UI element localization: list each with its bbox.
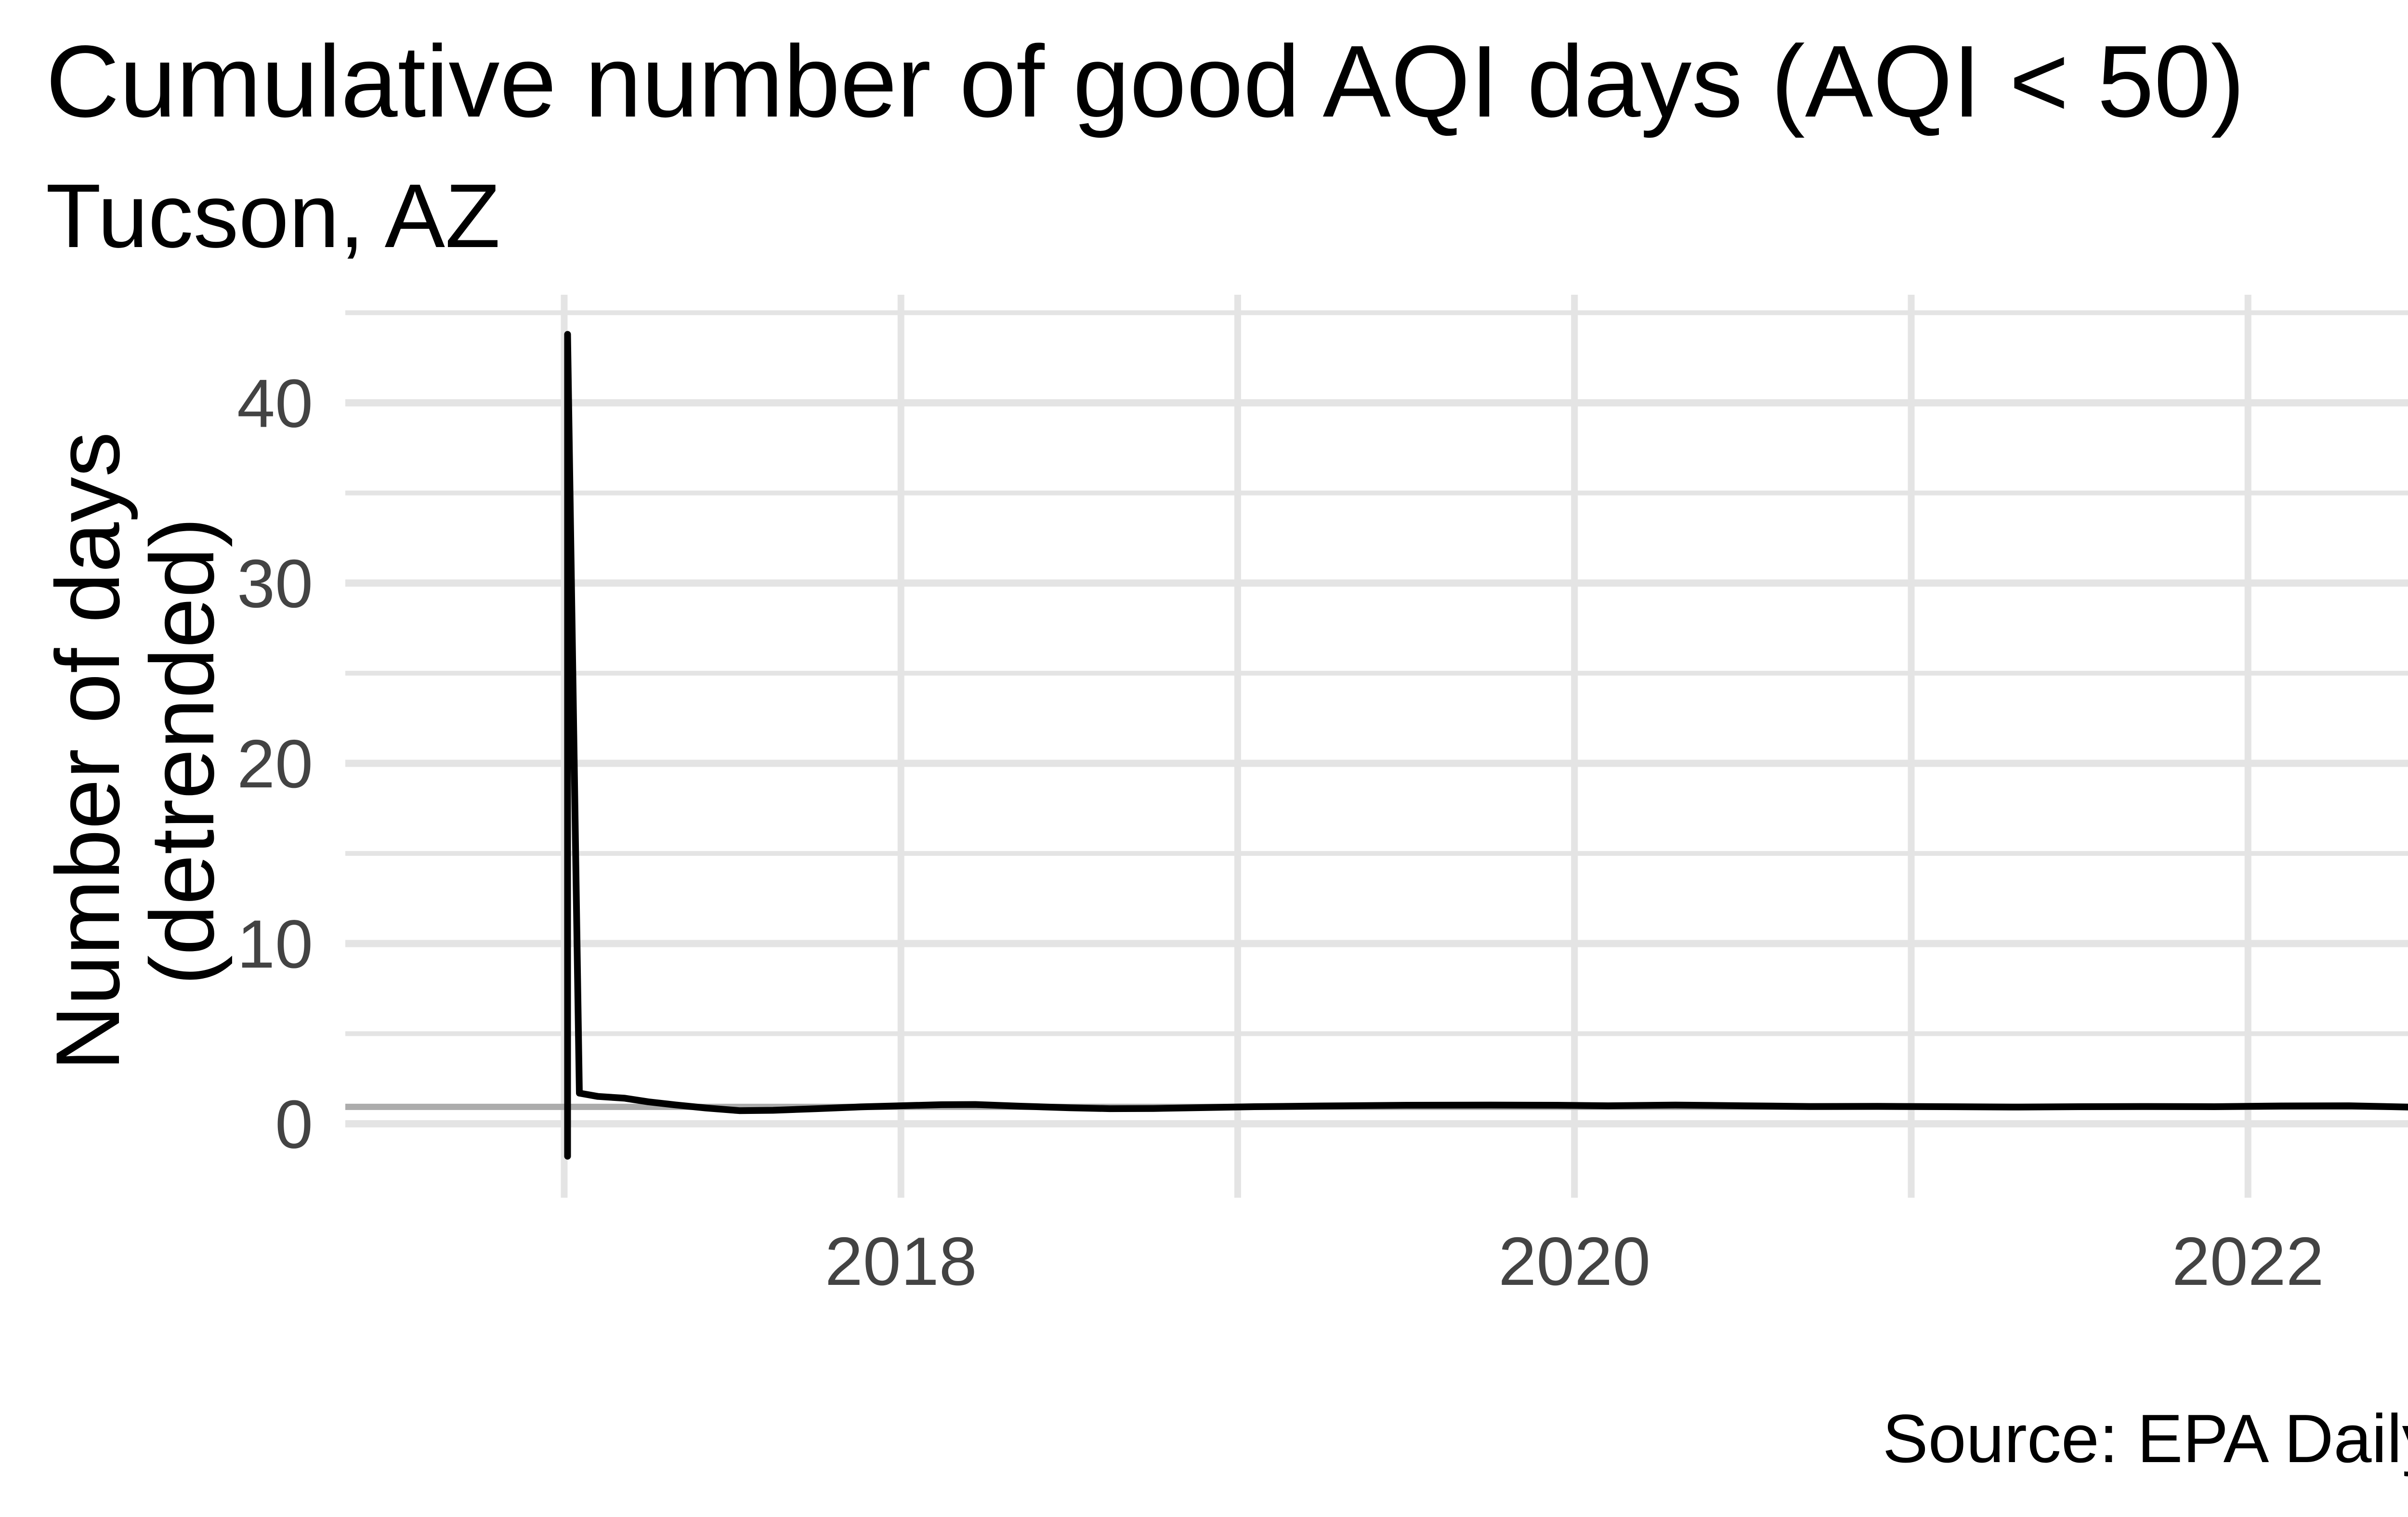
y-tick-label: 10 [237,906,313,982]
x-tick-label: 2018 [825,1223,977,1300]
source-note: Source: EPA Daily Air Quality Tracker [1882,1400,2408,1477]
y-tick-label: 40 [237,366,313,442]
chart-subtitle: Tucson, AZ [46,165,500,266]
y-tick-label: 30 [237,546,313,622]
y-tick-label: 20 [237,726,313,802]
x-tick-label: 2020 [1498,1223,1650,1300]
y-tick-label: 0 [275,1086,313,1163]
chart-title: Cumulative number of good AQI days (AQI … [46,24,2245,138]
data-line [564,331,2408,1160]
x-tick-label: 2022 [2172,1223,2324,1300]
